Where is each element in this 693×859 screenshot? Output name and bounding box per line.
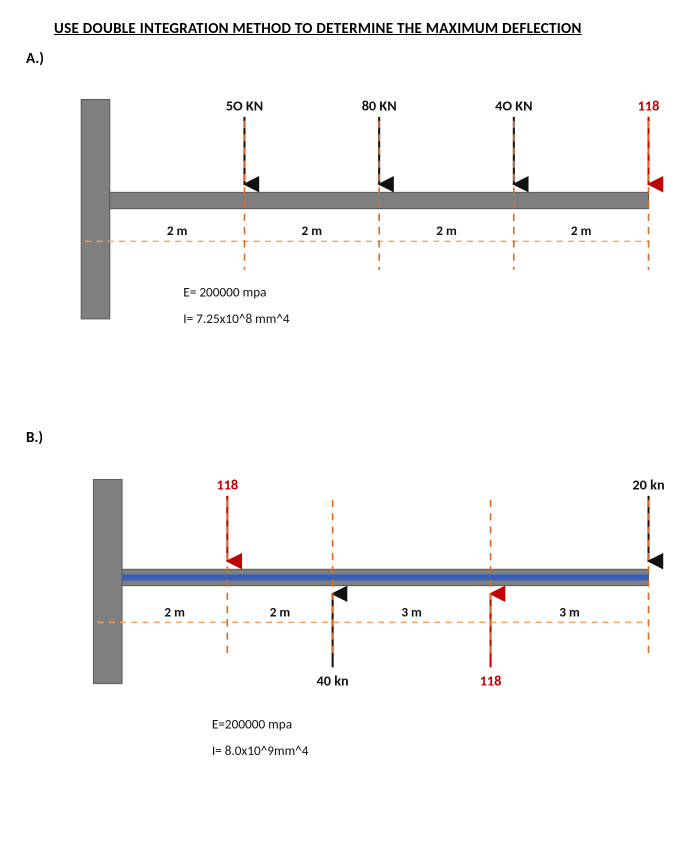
beam-inner-strip xyxy=(122,575,648,581)
problem-a: A.) 5O KN 80 KN 4O KN 118 2 m 2 m 2 m 2 m E= 2… xyxy=(20,50,673,339)
param-E: E=200000 mpa xyxy=(212,716,292,733)
param-E: E= 200000 mpa xyxy=(183,283,266,300)
load-label: 5O KN xyxy=(226,97,263,115)
load-label: 118 xyxy=(216,476,238,494)
load-label: 20 kn xyxy=(632,476,664,494)
span-label: 2 m xyxy=(302,222,323,239)
span-label: 2 m xyxy=(571,222,592,239)
span-label: 2 m xyxy=(164,604,185,621)
span-label: 3 m xyxy=(559,604,580,621)
problem-a-label: A.) xyxy=(26,50,673,68)
load-label: 4O KN xyxy=(495,97,532,115)
span-label: 3 m xyxy=(401,604,422,621)
loads-group: 5O KN 80 KN 4O KN 118 xyxy=(226,97,660,184)
problem-b: B.) 11840 kn11820 kn 2 m2 m3 m3 xyxy=(20,429,673,759)
diagram-a: 5O KN 80 KN 4O KN 118 2 m 2 m 2 m 2 m E= 20000… xyxy=(20,74,673,339)
problem-b-label: B.) xyxy=(26,429,673,447)
param-I: I= 8.0x10^9mm^4 xyxy=(212,742,309,759)
span-label: 2 m xyxy=(167,222,188,239)
diagram-b: 118 40 kn 118 20 kn 2 m 2 m 3 m 3 m E=200000 m… xyxy=(20,453,673,759)
fixed-support xyxy=(93,480,122,684)
load-label: 80 KN xyxy=(362,97,397,115)
fixed-support xyxy=(81,100,110,319)
page-title: USE DOUBLE INTEGRATION METHOD TO DETERMI… xyxy=(54,20,673,38)
param-I: I= 7.25x10^8 mm^4 xyxy=(183,310,290,327)
load-label: 118 xyxy=(638,97,660,115)
load-label: 40 kn xyxy=(317,672,349,690)
span-label: 2 m xyxy=(436,222,457,239)
load-label: 118 xyxy=(480,672,502,690)
span-label: 2 m xyxy=(270,604,291,621)
